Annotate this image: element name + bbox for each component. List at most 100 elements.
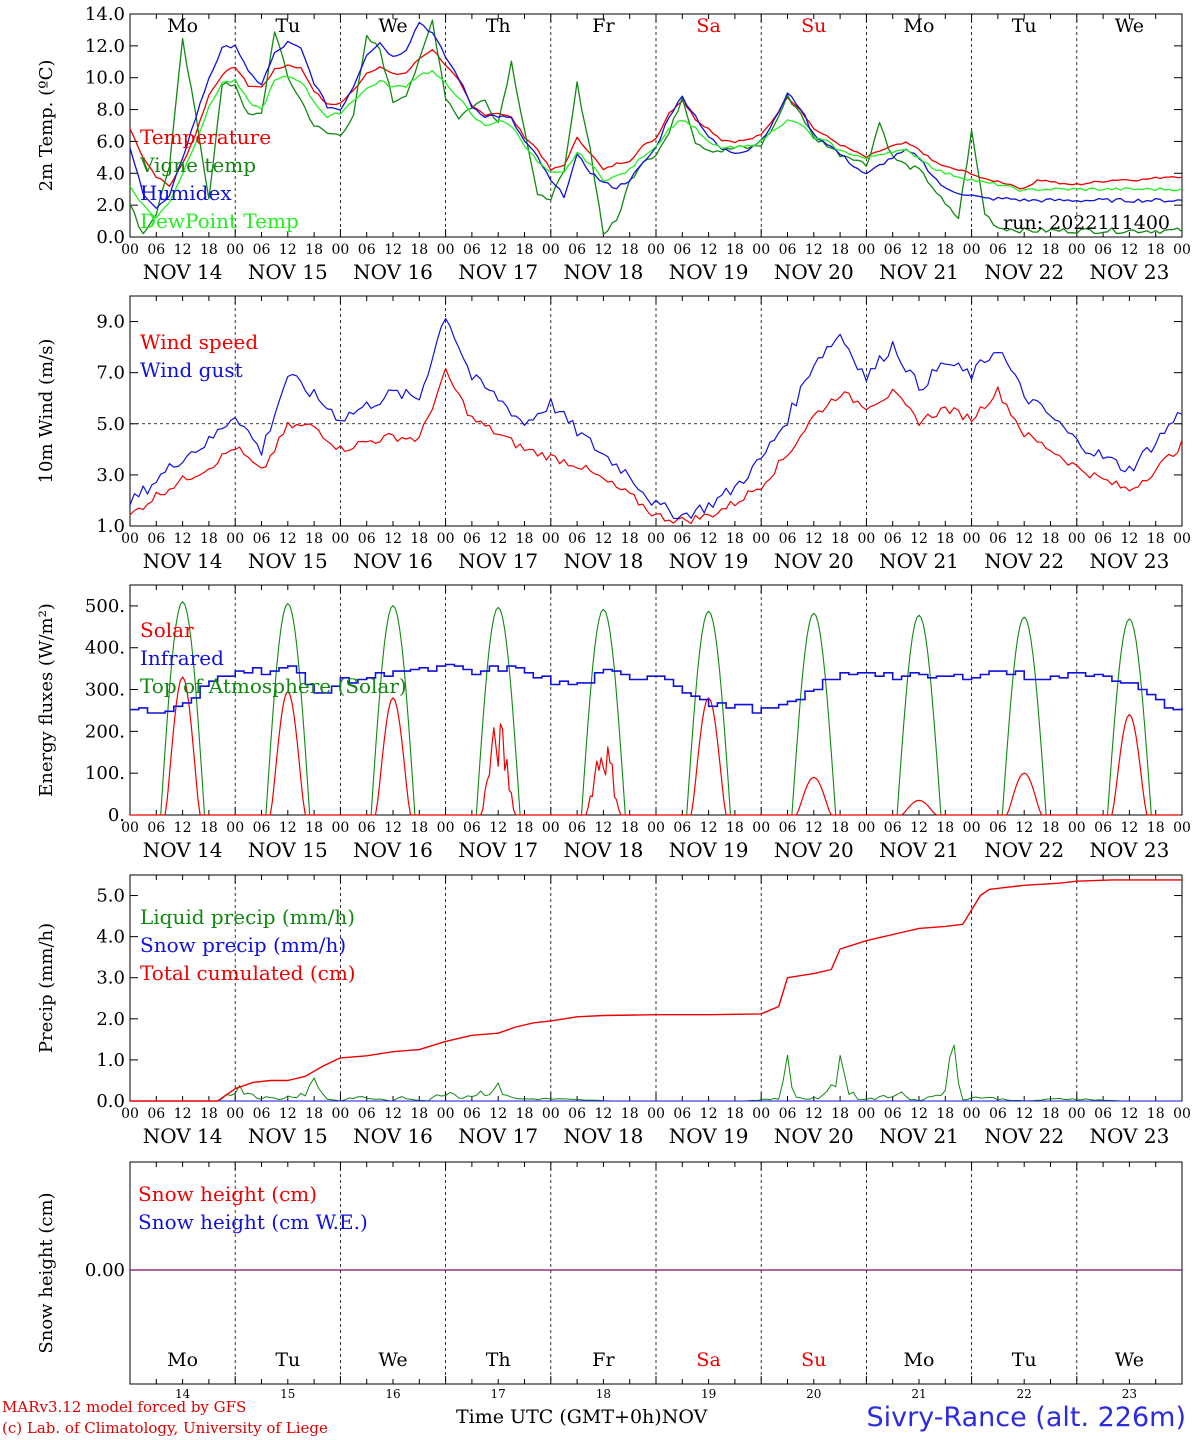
hour-tick-label: 06: [463, 242, 481, 258]
station-name: Sivry-Rance (alt. 226m): [866, 1402, 1186, 1433]
hour-tick-label: 06: [358, 242, 376, 258]
hour-tick-label: 00: [437, 820, 455, 836]
hour-tick-label: 18: [1147, 820, 1165, 836]
hour-tick-label: 00: [437, 242, 455, 258]
hour-tick-label: 00: [226, 820, 244, 836]
hour-tick-label: 18: [410, 820, 428, 836]
hour-tick-label: 18: [516, 531, 534, 547]
hour-tick-label: 12: [1120, 820, 1138, 836]
legend-entry: Snow height (cm W.E.): [138, 1210, 368, 1234]
hour-tick-label: 06: [884, 820, 902, 836]
hour-tick-label: 18: [1042, 531, 1060, 547]
date-label: NOV 20: [774, 549, 854, 573]
hour-tick-label: 00: [647, 1106, 665, 1122]
day-number: 22: [1017, 1387, 1032, 1401]
weekday-label: Th: [486, 1349, 511, 1371]
y-tick-label: 8.0: [96, 100, 125, 121]
hour-tick-label: 06: [989, 820, 1007, 836]
date-label: NOV 17: [458, 260, 538, 284]
weekday-label: Th: [486, 15, 511, 37]
hour-tick-label: 18: [305, 531, 323, 547]
hour-tick-label: 18: [410, 242, 428, 258]
hour-tick-label: 06: [463, 531, 481, 547]
hour-tick-label: 06: [147, 820, 165, 836]
lab-credit: (c) Lab. of Climatology, University of L…: [2, 1419, 328, 1437]
weekday-label: Su: [801, 1349, 826, 1371]
date-label: NOV 21: [879, 1124, 959, 1148]
y-tick-label: 5.0: [96, 414, 125, 435]
date-label: NOV 18: [564, 1124, 644, 1148]
hour-tick-label: 06: [253, 531, 271, 547]
hour-tick-label: 12: [910, 531, 928, 547]
hour-tick-label: 00: [331, 531, 349, 547]
y-tick-label: 1.0: [96, 1050, 125, 1071]
weekday-label: Su: [801, 15, 826, 37]
hour-tick-label: 06: [884, 531, 902, 547]
day-number: 16: [385, 1387, 400, 1401]
date-label: NOV 22: [984, 549, 1064, 573]
date-label: NOV 19: [669, 1124, 749, 1148]
date-label: NOV 17: [458, 549, 538, 573]
y-tick-label: 2.0: [96, 195, 125, 216]
hour-tick-label: 06: [1094, 820, 1112, 836]
hour-tick-label: 06: [1094, 242, 1112, 258]
x-axis-title: Time UTC (GMT+0h)NOV: [456, 1406, 708, 1428]
series-line: [129, 69, 1183, 219]
date-label: NOV 18: [564, 260, 644, 284]
hour-tick-label: 12: [174, 820, 192, 836]
hour-tick-label: 00: [752, 531, 770, 547]
date-label: NOV 20: [774, 260, 854, 284]
weekday-label: We: [1115, 15, 1144, 37]
date-label: NOV 21: [879, 838, 959, 862]
hour-tick-label: 12: [910, 820, 928, 836]
date-label: NOV 19: [669, 838, 749, 862]
hour-tick-label: 18: [1147, 531, 1165, 547]
hour-tick-label: 18: [936, 820, 954, 836]
y-tick-label: 12.0: [85, 36, 125, 57]
weekday-label: Sa: [696, 1349, 720, 1371]
y-tick-label: 5.0: [96, 886, 125, 907]
hour-tick-label: 00: [542, 820, 560, 836]
hour-tick-label: 06: [253, 1106, 271, 1122]
legend-entry: Liquid precip (mm/h): [140, 905, 355, 929]
hour-tick-label: 00: [121, 531, 139, 547]
hour-tick-label: 06: [779, 1106, 797, 1122]
date-label: NOV 17: [458, 1124, 538, 1148]
hour-tick-label: 12: [384, 820, 402, 836]
hour-tick-label: 06: [147, 1106, 165, 1122]
hour-tick-label: 00: [437, 531, 455, 547]
hour-tick-label: 06: [1094, 1106, 1112, 1122]
y-axis-title: 10m Wind (m/s): [36, 339, 57, 484]
hour-tick-label: 12: [700, 531, 718, 547]
weekday-label: Tu: [1012, 1349, 1037, 1371]
y-tick-label: 200.: [85, 721, 125, 742]
hour-tick-label: 12: [279, 820, 297, 836]
y-tick-label: 100.: [85, 763, 125, 784]
hour-tick-label: 00: [1173, 1106, 1191, 1122]
legend-entry: Snow height (cm): [138, 1182, 317, 1206]
hour-tick-label: 18: [1042, 242, 1060, 258]
weekday-label: We: [1115, 1349, 1144, 1371]
legend-entry: Temperature: [140, 125, 271, 149]
date-label: NOV 15: [248, 260, 328, 284]
hour-tick-label: 18: [1147, 1106, 1165, 1122]
day-number: 19: [701, 1387, 716, 1401]
hour-tick-label: 06: [779, 820, 797, 836]
day-number: 17: [491, 1387, 506, 1401]
hour-tick-label: 06: [673, 1106, 691, 1122]
date-label: NOV 15: [248, 1124, 328, 1148]
date-label: NOV 19: [669, 260, 749, 284]
hour-tick-label: 00: [1173, 242, 1191, 258]
hour-tick-label: 00: [542, 1106, 560, 1122]
weekday-label: Sa: [696, 15, 720, 37]
legend-entry: Wind gust: [140, 358, 243, 382]
y-tick-label: 4.0: [96, 927, 125, 948]
y-axis-title: Precip (mm/h): [36, 923, 57, 1053]
legend-entry: Solar: [140, 618, 194, 642]
day-number: 21: [911, 1387, 926, 1401]
hour-tick-label: 12: [279, 1106, 297, 1122]
toa-solar-line: [130, 601, 1180, 816]
hour-tick-label: 12: [805, 820, 823, 836]
hour-tick-label: 12: [910, 1106, 928, 1122]
hour-tick-label: 12: [174, 531, 192, 547]
